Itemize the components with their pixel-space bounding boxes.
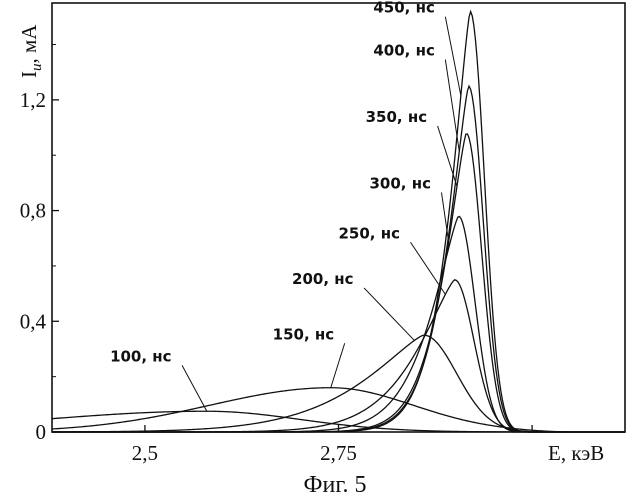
series-label-0: 100, нс [110, 347, 172, 365]
series-line-6 [52, 86, 625, 432]
series-leader-0 [182, 365, 207, 411]
y-tick-label: 0,8 [20, 199, 46, 223]
y-tick-label: 0,4 [20, 309, 47, 333]
series-label-2: 200, нс [292, 270, 354, 288]
series-leader-2 [364, 288, 414, 340]
series-label-6: 400, нс [373, 42, 435, 60]
axes: 2,5 2,75 0 0,4 0,8 1,2 E, кэВ Iи, мА [17, 24, 604, 465]
y-tick-label: 0 [36, 420, 47, 444]
series-layer [52, 12, 625, 432]
x-tick-label: 2,75 [320, 441, 357, 465]
x-tick-label: 2,5 [132, 441, 158, 465]
figure-caption: Фиг. 5 [304, 472, 367, 498]
y-tick-label: 1,2 [20, 88, 46, 112]
plot-area [52, 3, 625, 432]
series-leader-1 [331, 343, 345, 387]
y-axis-label: Iи, мА [17, 24, 45, 78]
x-axis-label: E, кэВ [548, 441, 604, 465]
plot-frame [52, 3, 625, 432]
series-label-7: 450, нс [373, 0, 435, 17]
series-label-3: 250, нс [339, 224, 401, 242]
series-leader-3 [411, 242, 446, 294]
series-line-7 [52, 12, 625, 432]
series-leader-6 [445, 60, 459, 152]
series-leader-7 [445, 17, 460, 96]
series-leader-5 [438, 126, 457, 186]
series-label-4: 300, нс [369, 174, 431, 192]
series-label-5: 350, нс [366, 108, 428, 126]
series-line-4 [52, 216, 625, 432]
series-label-1: 150, нс [273, 325, 335, 343]
series-label-layer: 100, нс 150, нс 200, нс 250, нс 300, нс 350, … [110, 0, 461, 411]
